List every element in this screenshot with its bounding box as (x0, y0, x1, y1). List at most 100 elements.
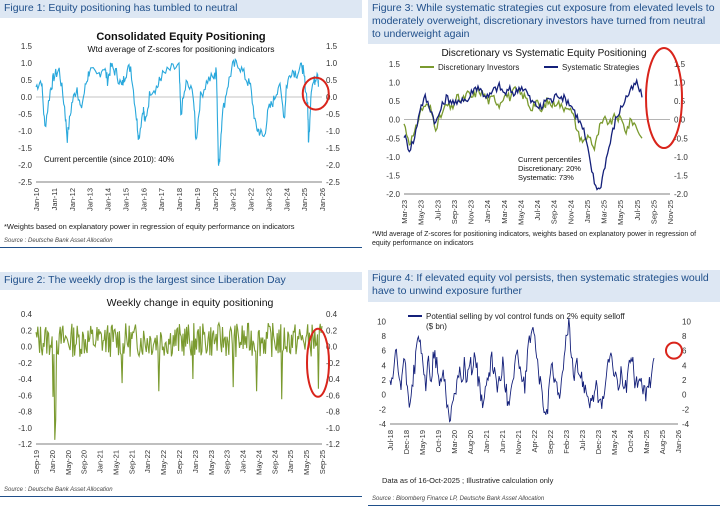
figure-1-panel: Figure 1: Equity positioning has tumbled… (0, 0, 362, 250)
y-tick-label-left: 6 (382, 347, 387, 356)
x-tick-label: Jan-26 (318, 188, 327, 211)
figure-2-panel: Figure 2: The weekly drop is the largest… (0, 272, 362, 510)
x-tick-label: Sep-22 (175, 450, 184, 474)
y-tick-label-right: 1.5 (674, 60, 686, 69)
y-tick-label-left: 0.0 (21, 93, 33, 102)
y-tick-label-right: -0.5 (326, 110, 340, 119)
x-tick-label: Jan-22 (247, 188, 256, 211)
y-tick-label-right: -2.5 (326, 178, 340, 187)
y-tick-label-right: 0.5 (326, 76, 338, 85)
figure-2-chart: Weekly change in equity positioning 0.4 0.… (18, 297, 340, 475)
y-tick-label-right: 0.0 (326, 343, 338, 352)
y-tick-label-left: 1.0 (21, 59, 33, 68)
percentile-systematic: Systematic: 73% (518, 173, 574, 182)
figure-4-source: Source : Bloomberg Finance LP, Deutsche … (372, 496, 545, 502)
y-tick-label-left: 0 (382, 391, 387, 400)
x-tick-label: Nov-25 (666, 200, 675, 224)
figure-1-footnote: *Weights based on explanatory power in r… (4, 222, 295, 231)
x-tick-label: Sep-20 (80, 450, 89, 474)
x-tick-label: Jan-21 (229, 188, 238, 211)
x-tick-label: Jan-13 (86, 188, 95, 211)
x-tick-label: Jan-23 (191, 450, 200, 473)
figure-1-rule (0, 247, 362, 248)
x-tick-label: Sep-22 (546, 430, 555, 454)
y-tick-label-right: 2 (682, 376, 687, 385)
x-tick-label: Jan-12 (68, 188, 77, 211)
x-tick-label: Mar-23 (400, 200, 409, 224)
percentile-annotation: Current percentile (since 2010): 40% (44, 155, 174, 164)
y-tick-label-right: 0.5 (674, 97, 686, 106)
x-tick-label: Jul-25 (633, 200, 642, 220)
y-tick-label-right: -0.4 (326, 375, 340, 384)
x-tick-label: Jan-19 (193, 188, 202, 211)
figure-2-title: Figure 2: The weekly drop is the largest… (0, 272, 362, 290)
x-tick-label: Mar-25 (642, 430, 651, 454)
figure-4-rule (368, 505, 720, 506)
x-tick-label: Jan-11 (50, 188, 59, 210)
y-tick-label-left: -0.2 (18, 359, 32, 368)
y-tick-label-left: -4 (379, 420, 387, 429)
x-tick-label: Jul-23 (433, 200, 442, 220)
x-tick-label: Jul-23 (578, 430, 587, 450)
y-tick-label-left: 0.4 (21, 310, 33, 319)
x-tick-label: Jan-22 (143, 450, 152, 473)
y-tick-label-right: -1.0 (326, 424, 340, 433)
y-tick-label-left: -1.5 (18, 144, 32, 153)
y-tick-label-left: 1.5 (389, 60, 401, 69)
y-tick-label-left: -0.5 (18, 110, 32, 119)
x-tick-label: Aug-20 (466, 430, 475, 454)
x-tick-label: May-22 (159, 450, 168, 475)
y-tick-label-left: -1.0 (18, 127, 32, 136)
x-tick-label: Sep-25 (649, 200, 658, 224)
figure-3-chart: Discretionary vs Systematic Equity Posit… (386, 47, 688, 225)
x-tick-label: Mar-25 (600, 200, 609, 224)
x-tick-label: Jan-18 (175, 188, 184, 211)
percentile-discretionary: Discretionary: 20% (518, 164, 581, 173)
figure-2-rule (0, 496, 362, 497)
x-tick-label: Jan-14 (104, 188, 113, 211)
x-tick-label: Sep-25 (318, 450, 327, 474)
legend-unit: ($ bn) (426, 322, 447, 331)
x-tick-label: Dec-18 (402, 430, 411, 454)
x-tick-label: Jan-24 (282, 188, 291, 211)
x-tick-label: Jan-10 (32, 188, 41, 211)
x-tick-label: Apr-22 (530, 430, 539, 453)
x-tick-label: Sep-24 (550, 200, 559, 224)
figure-3-title: Figure 3: While systematic strategies cu… (368, 0, 720, 44)
y-tick-label-right: -1.5 (674, 171, 688, 180)
y-tick-label-left: -1.2 (18, 440, 32, 449)
y-tick-label-left: -2.0 (18, 161, 32, 170)
y-tick-label-left: -0.8 (18, 408, 32, 417)
x-tick-label: Jan-20 (211, 188, 220, 211)
legend-label: Potential selling by vol control funds o… (426, 312, 625, 321)
x-tick-label: Mar-20 (450, 430, 459, 454)
y-tick-label-right: -1.0 (326, 127, 340, 136)
chart-title: Discretionary vs Systematic Equity Posit… (441, 48, 646, 59)
y-tick-label-left: 0.0 (389, 116, 401, 125)
x-tick-label: May-25 (302, 450, 311, 475)
figure-3-panel: Figure 3: While systematic strategies cu… (368, 0, 720, 258)
x-tick-label: Sep-24 (270, 450, 279, 474)
highlight-circle (645, 47, 683, 149)
x-tick-label: Aug-25 (658, 430, 667, 454)
y-tick-label-left: 0.0 (21, 343, 33, 352)
y-tick-label-left: 1.5 (21, 42, 33, 51)
y-tick-label-right: -1.2 (326, 440, 340, 449)
chart-title: Weekly change in equity positioning (107, 297, 274, 309)
x-tick-label: Jan-21 (482, 430, 491, 453)
x-tick-label: Jul-18 (386, 430, 395, 450)
x-tick-label: May-21 (111, 450, 120, 475)
y-tick-label-left: 0.5 (21, 76, 33, 85)
y-tick-label-right: 1.0 (674, 79, 686, 88)
x-tick-label: Jan-25 (286, 450, 295, 473)
y-tick-label-left: -2 (379, 405, 387, 414)
x-tick-label: Sep-23 (223, 450, 232, 474)
y-tick-label-left: 4 (382, 361, 387, 370)
y-tick-label-right: -0.2 (326, 359, 340, 368)
y-tick-label-right: 0.4 (326, 310, 338, 319)
y-tick-label-right: 1.0 (326, 59, 338, 68)
y-tick-label-right: -2 (682, 405, 690, 414)
y-tick-label-left: 1.0 (389, 79, 401, 88)
y-tick-label-right: -0.8 (326, 408, 340, 417)
